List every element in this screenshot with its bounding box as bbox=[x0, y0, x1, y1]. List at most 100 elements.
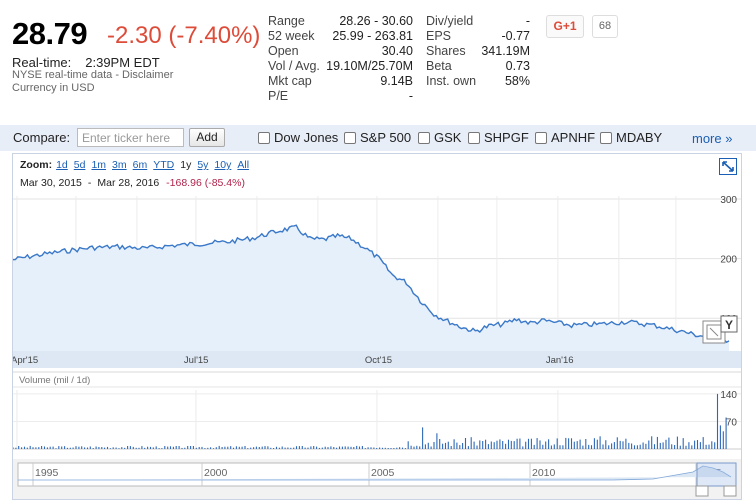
zoom-option-ytd[interactable]: YTD bbox=[153, 159, 175, 171]
stat-label: Open bbox=[268, 44, 299, 58]
y-tick-label: 200 bbox=[720, 255, 737, 266]
checkbox-icon[interactable] bbox=[344, 132, 356, 144]
stock-price: 28.79 bbox=[12, 16, 88, 51]
realtime-label: Real-time: bbox=[12, 55, 72, 70]
stat-value: - bbox=[408, 89, 413, 103]
stat-value: 341.19M bbox=[481, 44, 530, 58]
gplus-button[interactable]: G+1 bbox=[546, 15, 584, 38]
price-area bbox=[13, 225, 729, 351]
expand-icon[interactable] bbox=[719, 158, 737, 175]
stat-row: Range 28.26 - 30.60 bbox=[268, 14, 413, 29]
stat-value: 28.26 - 30.60 bbox=[339, 14, 413, 28]
compare-checkbox-s-p-500[interactable]: S&P 500 bbox=[344, 130, 411, 145]
stat-row: 52 week 25.99 - 263.81 bbox=[268, 29, 413, 44]
zoom-option-1y[interactable]: 1y bbox=[180, 159, 192, 171]
zoom-option-5d[interactable]: 5d bbox=[73, 159, 86, 171]
x-tick-label: Apr'15 bbox=[13, 355, 38, 366]
compare-checkbox-label: APNHF bbox=[551, 130, 596, 145]
zoom-option-3m[interactable]: 3m bbox=[112, 159, 127, 171]
x-tick-label: Jan'16 bbox=[546, 355, 574, 366]
time-axis-band bbox=[13, 351, 741, 368]
stat-value: 0.73 bbox=[505, 59, 530, 73]
disclaimer-text[interactable]: NYSE real-time data - Disclaimer bbox=[12, 69, 174, 81]
checkbox-icon[interactable] bbox=[535, 132, 547, 144]
compare-checkbox-label: SHPGF bbox=[484, 130, 529, 145]
checkbox-icon[interactable] bbox=[258, 132, 270, 144]
y-tick-label: 300 bbox=[720, 195, 737, 206]
realtime-time: 2:39PM EDT bbox=[85, 55, 160, 70]
stat-row: P/E - bbox=[268, 89, 413, 104]
gplus-count: 68 bbox=[592, 15, 618, 38]
stat-row: Open 30.40 bbox=[268, 44, 413, 59]
zoom-controls: Zoom: 1d 5d 1m 3m 6m YTD 1y 5y 10y All bbox=[20, 159, 255, 171]
stat-label: Beta bbox=[426, 59, 452, 73]
stat-row: Mkt cap 9.14B bbox=[268, 74, 413, 89]
volume-label: Volume (mil / 1d) bbox=[19, 375, 90, 386]
stat-label: Shares bbox=[426, 44, 466, 58]
stat-row: Vol / Avg. 19.10M/25.70M bbox=[268, 59, 413, 74]
volume-tick-label: 70 bbox=[726, 417, 738, 428]
stat-label: Range bbox=[268, 14, 305, 28]
overview-year-label: 2005 bbox=[371, 467, 395, 479]
x-tick-label: Oct'15 bbox=[365, 355, 392, 366]
stat-row: Div/yield - bbox=[426, 14, 530, 29]
overview-year-label: 2010 bbox=[532, 467, 556, 479]
stat-row: Inst. own 58% bbox=[426, 74, 530, 89]
x-tick-label: Jul'15 bbox=[184, 355, 209, 366]
overview-line bbox=[18, 465, 732, 481]
stat-value: -0.77 bbox=[501, 29, 531, 43]
stat-value: 58% bbox=[504, 74, 530, 88]
zoom-option-all[interactable]: All bbox=[237, 159, 250, 171]
checkbox-icon[interactable] bbox=[418, 132, 430, 144]
zoom-option-10y[interactable]: 10y bbox=[214, 159, 232, 171]
zoom-option-1m[interactable]: 1m bbox=[91, 159, 107, 171]
key-stats-left: Range 28.26 - 30.60 52 week 25.99 - 263.81 O… bbox=[268, 14, 413, 104]
zoom-label: Zoom: bbox=[20, 159, 53, 171]
overview-year-label: 2000 bbox=[204, 467, 228, 479]
compare-checkbox-label: GSK bbox=[434, 130, 462, 145]
stat-row: Shares 341.19M bbox=[426, 44, 530, 59]
stat-label: Vol / Avg. bbox=[268, 59, 320, 73]
compare-checkbox-label: S&P 500 bbox=[360, 130, 412, 145]
stat-value: 9.14B bbox=[380, 74, 413, 88]
range-change: -168.96 (-85.4%) bbox=[166, 177, 245, 189]
stat-value: - bbox=[525, 14, 530, 28]
compare-checkbox-mdaby[interactable]: MDABY bbox=[600, 130, 662, 145]
stat-value: 25.99 - 263.81 bbox=[332, 29, 413, 43]
stat-label: Inst. own bbox=[426, 74, 477, 88]
zoom-option-5y[interactable]: 5y bbox=[197, 159, 209, 171]
compare-checkbox-apnhf[interactable]: APNHF bbox=[535, 130, 595, 145]
stat-label: P/E bbox=[268, 89, 289, 103]
add-ticker-button[interactable]: Add bbox=[189, 128, 225, 147]
more-link[interactable]: more » bbox=[692, 131, 733, 146]
ticker-input[interactable] bbox=[77, 128, 184, 147]
range-end: Mar 28, 2016 bbox=[97, 177, 160, 189]
range-dash: - bbox=[87, 177, 92, 189]
zoom-option-6m[interactable]: 6m bbox=[132, 159, 148, 171]
compare-checkbox-shpgf[interactable]: SHPGF bbox=[468, 130, 529, 145]
compare-bar: Compare: Add Dow Jones S&P 500 GSK SHPGF APN… bbox=[0, 125, 756, 151]
zoom-option-1d[interactable]: 1d bbox=[56, 159, 68, 171]
currency-note: Currency in USD bbox=[12, 82, 95, 94]
compare-checkbox-label: Dow Jones bbox=[274, 130, 339, 145]
checkbox-icon[interactable] bbox=[600, 132, 612, 144]
stat-row: EPS -0.77 bbox=[426, 29, 530, 44]
overview-selection[interactable] bbox=[696, 462, 737, 487]
price-change: -2.30 (-7.40%) bbox=[107, 22, 261, 49]
volume-tick-label: 140 bbox=[720, 390, 737, 401]
overview-handle-left[interactable] bbox=[695, 485, 709, 497]
overview-handle-right[interactable] bbox=[723, 485, 737, 497]
y-axis-button[interactable]: Y bbox=[720, 315, 738, 333]
checkbox-icon[interactable] bbox=[468, 132, 480, 144]
y-axis-button-label: Y bbox=[725, 318, 733, 332]
disclaimer: NYSE real-time data - Disclaimer Currenc… bbox=[12, 69, 173, 95]
compare-checkbox-label: MDABY bbox=[616, 130, 663, 145]
stat-label: 52 week bbox=[268, 29, 315, 43]
compare-label: Compare: bbox=[13, 130, 71, 145]
stat-label: Div/yield bbox=[426, 14, 474, 28]
compare-checkbox-gsk[interactable]: GSK bbox=[418, 130, 461, 145]
range-start: Mar 30, 2015 bbox=[20, 177, 82, 189]
compare-checkbox-dow-jones[interactable]: Dow Jones bbox=[258, 130, 338, 145]
stat-label: Mkt cap bbox=[268, 74, 312, 88]
